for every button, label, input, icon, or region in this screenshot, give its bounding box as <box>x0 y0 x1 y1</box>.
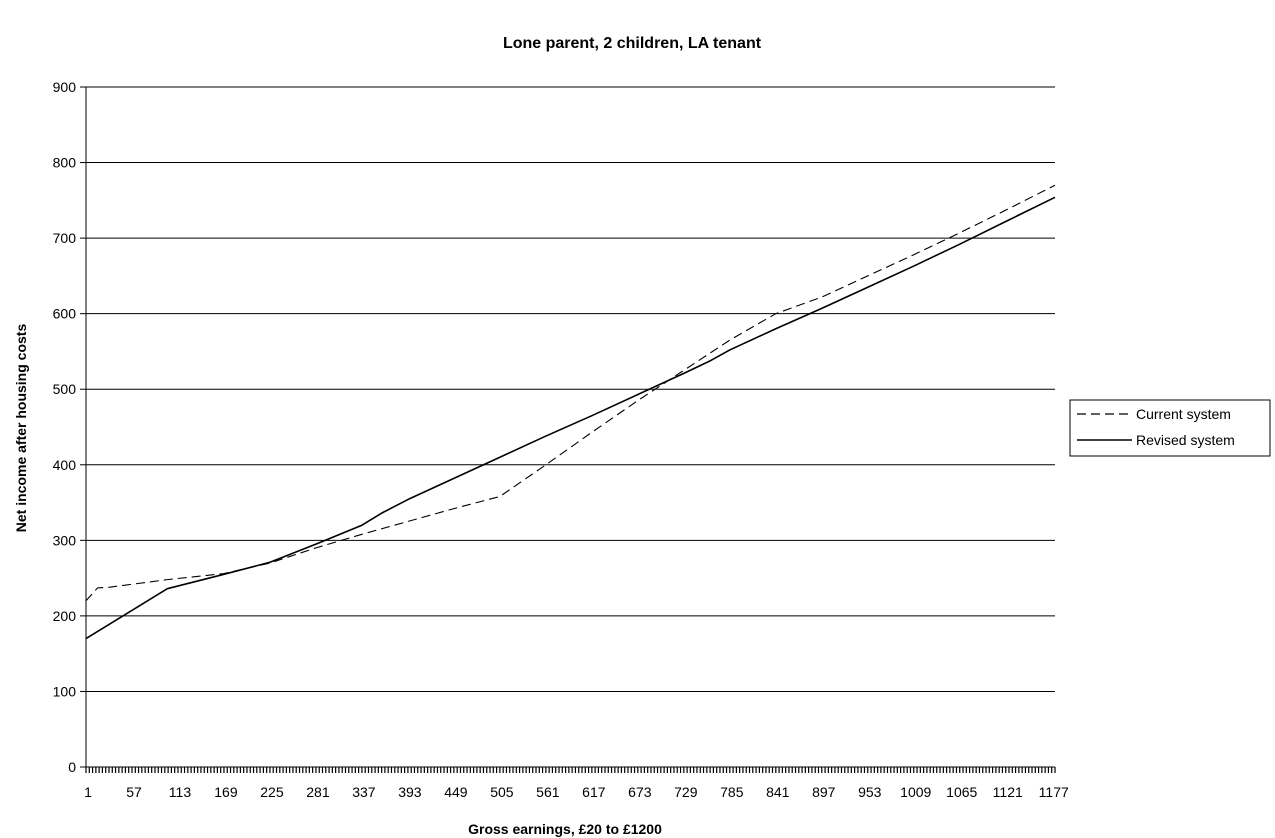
x-tick-label: 1121 <box>993 784 1023 800</box>
series-line-2 <box>85 196 1056 640</box>
y-tick-label: 200 <box>53 608 77 624</box>
x-tick-label: 1 <box>84 784 92 800</box>
x-tick-label: 785 <box>720 784 744 800</box>
x-tick-label: 169 <box>214 784 238 800</box>
x-tick-label: 1177 <box>1039 784 1069 800</box>
legend-box <box>1069 399 1271 457</box>
x-tick-label: 729 <box>674 784 698 800</box>
x-tick-label: 113 <box>169 784 192 800</box>
y-tick-label: 900 <box>53 79 77 95</box>
y-tick-label: 400 <box>53 457 77 473</box>
x-tick-label: 337 <box>352 784 376 800</box>
y-axis-label: Net income after housing costs <box>13 324 29 533</box>
x-tick-marks <box>85 767 1056 773</box>
x-tick-label: 953 <box>858 784 882 800</box>
x-tick-label: 505 <box>490 784 514 800</box>
x-tick-label: 449 <box>444 784 468 800</box>
y-tick-label: 100 <box>53 683 77 699</box>
y-tick-label: 0 <box>68 759 76 775</box>
y-tick-label: 800 <box>53 155 77 171</box>
x-tick-label: 841 <box>766 784 790 800</box>
y-tick-label: 700 <box>53 230 77 246</box>
series-line-1 <box>85 184 1056 602</box>
x-tick-label: 561 <box>536 784 560 800</box>
y-tick-label: 500 <box>53 381 77 397</box>
chart-title: Lone parent, 2 children, LA tenant <box>503 35 762 52</box>
plot-area: 0 100 200 300 400 500 600 700 800 900 1 57 113 169 225… <box>53 79 1069 800</box>
x-tick-label: 57 <box>126 784 142 800</box>
x-tick-label: 1009 <box>900 784 931 800</box>
y-tick-label: 300 <box>53 532 77 548</box>
legend: Current system Revised system <box>1069 399 1271 457</box>
x-tick-label: 1065 <box>946 784 977 800</box>
legend-label: Revised system <box>1136 432 1235 448</box>
x-tick-label: 393 <box>398 784 422 800</box>
y-tick-label: 600 <box>53 306 77 322</box>
x-tick-label: 617 <box>582 784 606 800</box>
x-tick-label: 673 <box>628 784 652 800</box>
x-axis-label: Gross earnings, £20 to £1200 <box>468 821 662 837</box>
x-tick-label: 897 <box>812 784 836 800</box>
x-tick-label: 225 <box>260 784 284 800</box>
x-tick-label: 281 <box>306 784 330 800</box>
legend-label: Current system <box>1136 406 1231 422</box>
